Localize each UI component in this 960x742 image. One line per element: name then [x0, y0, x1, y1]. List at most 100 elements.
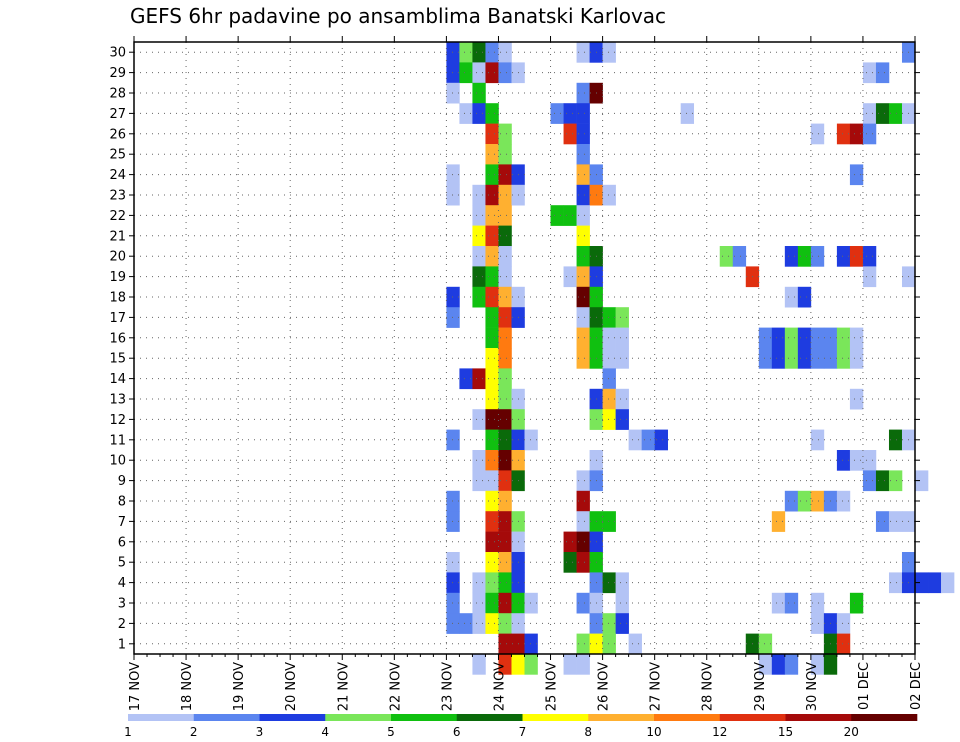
heatmap-cell [602, 348, 616, 369]
heatmap-cell [498, 123, 512, 145]
heatmap-cell [602, 409, 616, 430]
x-tick-label: 29 NOV [753, 662, 768, 711]
colorbar-swatch [588, 714, 655, 721]
heatmap-cell [446, 286, 460, 308]
heatmap-cell [784, 348, 799, 369]
heatmap-cell [563, 654, 577, 675]
heatmap-cell [446, 429, 460, 451]
y-tick-label: 15 [109, 352, 126, 367]
y-tick-label: 11 [109, 433, 126, 448]
heatmap-cell [485, 572, 499, 594]
heatmap-cell [498, 225, 512, 247]
y-tick-label: 8 [118, 495, 126, 510]
heatmap-cell [758, 633, 773, 655]
colorbar-label: 7 [519, 725, 527, 739]
heatmap-cell [446, 613, 460, 634]
colorbar-label: 15 [778, 725, 793, 739]
y-tick-label: 10 [109, 454, 126, 469]
heatmap-cell [472, 42, 486, 63]
heatmap-cell [485, 246, 499, 267]
heatmap-cell [446, 82, 460, 104]
heatmap-cell [862, 266, 877, 288]
heatmap-cell [472, 450, 486, 471]
heatmap-cell [941, 572, 955, 594]
x-tick-label: 27 NOV [649, 662, 664, 711]
y-tick-label: 3 [118, 597, 126, 612]
y-tick-label: 26 [109, 127, 126, 142]
heatmap-cell [758, 348, 773, 369]
heatmap-cell [836, 633, 851, 655]
heatmap-cell [928, 572, 942, 594]
heatmap-cell [615, 388, 629, 410]
heatmap-cell [576, 205, 590, 226]
heatmap-cell [576, 103, 590, 124]
heatmap-cell [576, 144, 590, 165]
y-tick-label: 19 [109, 270, 126, 285]
y-tick-label: 17 [109, 311, 126, 326]
heatmap-cell [849, 388, 864, 410]
heatmap-cell [550, 103, 564, 124]
heatmap-cell [498, 144, 512, 165]
heatmap-cell [797, 286, 812, 308]
x-tick-label: 02 DEC [909, 662, 924, 710]
heatmap-cell [602, 613, 616, 634]
heatmap-cell [472, 613, 486, 634]
heatmap-cell [758, 654, 773, 675]
heatmap-cell [576, 82, 590, 104]
heatmap-cell [615, 409, 629, 430]
y-tick-label: 28 [109, 87, 126, 102]
heatmap-cell [628, 429, 642, 451]
heatmap-cell [498, 552, 512, 573]
heatmap-cell [498, 184, 512, 206]
heatmap-cell [459, 103, 473, 124]
heatmap-cell [875, 470, 890, 492]
heatmap-cell [472, 82, 486, 104]
heatmap-cell [576, 164, 590, 186]
heatmap-cell [498, 266, 512, 288]
colorbar-label: 5 [387, 725, 395, 739]
heatmap-cell [511, 654, 525, 675]
heatmap-cell [576, 470, 590, 492]
heatmap-cell [823, 654, 838, 675]
heatmap-cell [615, 572, 629, 594]
heatmap-cell [485, 42, 499, 63]
heatmap-cell [836, 450, 851, 471]
heatmap-cell [459, 42, 473, 63]
heatmap-cell [862, 123, 877, 145]
heatmap-cell [498, 511, 512, 532]
heatmap-cell [797, 490, 812, 512]
heatmap-cell [485, 552, 499, 573]
heatmap-cell [784, 490, 799, 512]
heatmap-cell [875, 511, 890, 532]
heatmap-cell [485, 429, 499, 451]
heatmap-cell [576, 592, 590, 614]
heatmap-cell [446, 552, 460, 573]
y-tick-label: 21 [109, 229, 126, 244]
heatmap-cell [862, 450, 877, 471]
heatmap-cell [810, 490, 825, 512]
heatmap-cell [849, 327, 864, 349]
y-tick-label: 30 [109, 46, 126, 61]
heatmap-cell [472, 184, 486, 206]
heatmap-cell [446, 490, 460, 512]
heatmap-cell [680, 103, 695, 124]
colorbar-swatch [654, 714, 721, 721]
heatmap-cell [810, 246, 825, 267]
colorbar-label: 4 [321, 725, 329, 739]
heatmap-cell [485, 388, 499, 410]
x-tick-label: 01 DEC [857, 662, 872, 710]
heatmap-cell [602, 368, 616, 390]
heatmap-cell [472, 266, 486, 288]
heatmap-cell [915, 572, 929, 594]
colorbar-swatch [456, 714, 523, 721]
heatmap-cell [615, 307, 629, 328]
heatmap-cell [472, 286, 486, 308]
heatmap-cell [576, 511, 590, 532]
x-tick-label: 19 NOV [232, 662, 247, 711]
heatmap-cell [888, 103, 903, 124]
y-tick-label: 6 [118, 535, 126, 550]
heatmap-cell [862, 246, 877, 267]
heatmap-cell [836, 123, 851, 145]
y-tick-label: 7 [118, 515, 126, 530]
